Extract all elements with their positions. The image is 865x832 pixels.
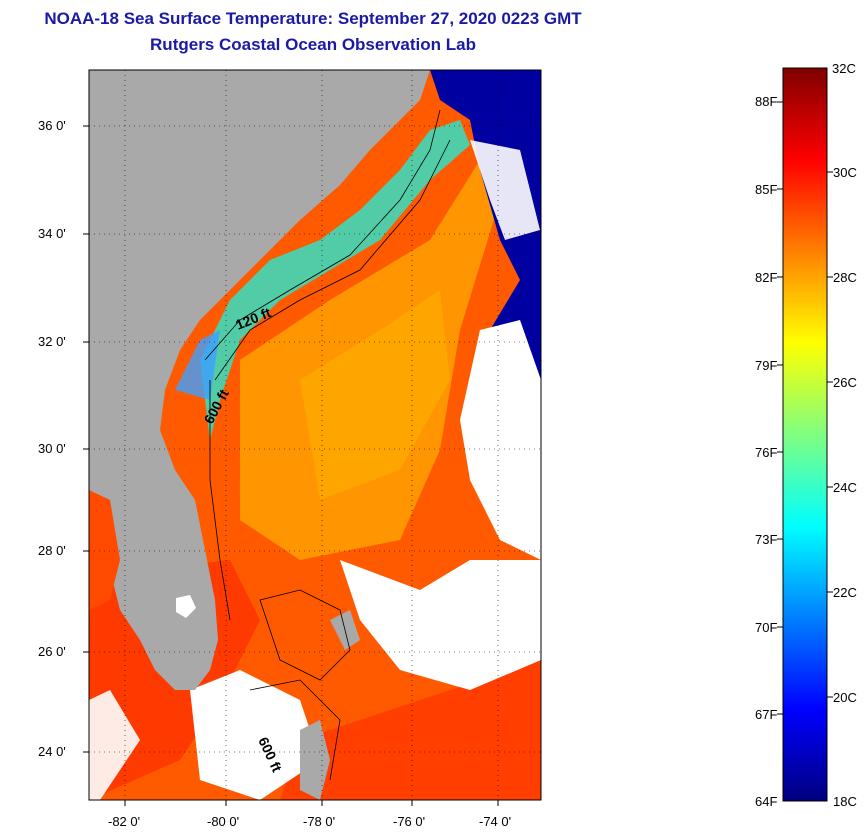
contour-120ft	[204, 109, 441, 361]
colorbar-f-70: 70F	[755, 620, 777, 635]
lat-label-36: 36 0'	[38, 118, 66, 133]
lon-label-80: -80 0'	[207, 814, 239, 829]
colorbar-f-67: 67F	[755, 707, 777, 722]
lon-label-78: -78 0'	[303, 814, 335, 829]
lon-label-76: -76 0'	[393, 814, 425, 829]
colorbar-c-30: 30C	[833, 165, 857, 180]
map-title: NOAA-18 Sea Surface Temperature: Septemb…	[44, 9, 582, 28]
colorbar-c-26: 26C	[833, 375, 857, 390]
colorbar-c-22: 22C	[833, 585, 857, 600]
lon-label-74: -74 0'	[479, 814, 511, 829]
colorbar-f-76: 76F	[755, 445, 777, 460]
lat-label-26: 26 0'	[38, 644, 66, 659]
graticule	[89, 70, 541, 800]
colorbar-c-24: 24C	[833, 480, 857, 495]
map-frame	[88, 69, 542, 801]
lake-okeechobee	[176, 595, 196, 618]
colorbar-c-18: 18C	[833, 794, 857, 809]
colorbar-c-32: 32C	[832, 61, 856, 76]
lat-label-32: 32 0'	[38, 334, 66, 349]
land-bahamas	[300, 720, 330, 800]
colorbar-c-28: 28C	[833, 270, 857, 285]
land-mainland	[89, 70, 430, 690]
sst-field	[89, 70, 541, 800]
colorbar-f-79: 79F	[755, 358, 777, 373]
colorbar-f-88: 88F	[755, 94, 777, 109]
lat-label-34: 34 0'	[38, 226, 66, 241]
coastal-cool-band	[200, 120, 470, 440]
contour-600ft	[214, 139, 451, 381]
lat-label-30: 30 0'	[38, 441, 66, 456]
colorbar-f-73: 73F	[755, 532, 777, 547]
colorbar-f-64: 64F	[755, 794, 777, 809]
lon-label-82: -82 0'	[108, 814, 140, 829]
colorbar-f-85: 85F	[755, 182, 777, 197]
colorbar-f-82: 82F	[755, 270, 777, 285]
colorbar-c-20: 20C	[833, 690, 857, 705]
map-subtitle: Rutgers Coastal Ocean Observation Lab	[150, 35, 476, 54]
lat-label-28: 28 0'	[38, 543, 66, 558]
lat-label-24: 24 0'	[38, 744, 66, 759]
colorbar	[782, 67, 828, 802]
